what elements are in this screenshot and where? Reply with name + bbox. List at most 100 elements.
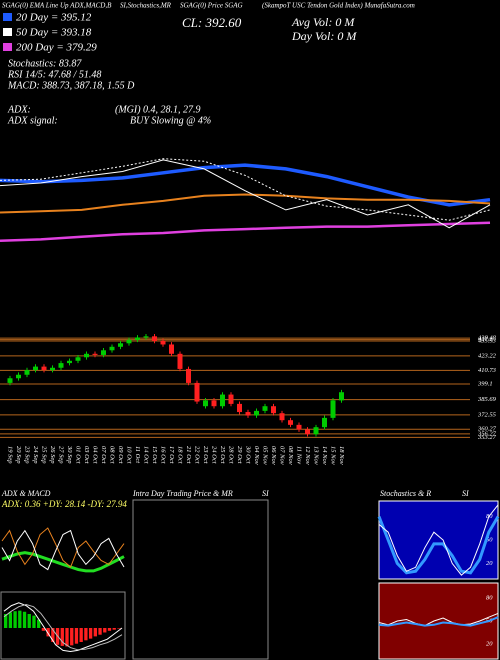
candle-body <box>24 370 30 375</box>
date-label: 21 Oct <box>185 446 192 464</box>
macd-bar <box>88 628 93 639</box>
y-tick-label: 80 <box>486 513 493 520</box>
header-text: MACD: 388.73, 387.18, 1.55 D <box>7 80 135 91</box>
macd-bar <box>37 619 41 628</box>
date-label: 23 Oct <box>202 446 209 464</box>
candle-body <box>237 403 242 413</box>
candle-body <box>262 406 268 411</box>
macd-bar <box>51 628 55 642</box>
y-tick-label: 20 <box>486 560 493 567</box>
macd-bar <box>8 612 13 628</box>
date-label: 06 Nov <box>270 446 277 465</box>
date-label: 11 Nov <box>296 446 303 464</box>
candle-body <box>211 400 217 407</box>
header-text: ADX signal: <box>7 115 58 126</box>
candle-body <box>33 366 38 371</box>
candle-body <box>152 336 157 341</box>
candle-body <box>313 427 319 435</box>
date-label: 27 Sep <box>58 446 65 464</box>
candle-body <box>160 340 166 345</box>
indicator-line <box>378 616 499 627</box>
y-tick-label: 360.27 <box>477 426 497 433</box>
candle-body <box>101 350 106 355</box>
date-label: 19 Sep <box>7 446 14 464</box>
candle-body <box>67 360 72 364</box>
header-text: RSI 14/5: 47.68 / 51.48 <box>7 69 101 80</box>
header-text: (SkampoT USC Tendon Gold Index) MunafaSu… <box>262 2 415 10</box>
date-label: 25 Oct <box>219 446 226 464</box>
candle-body <box>84 353 89 358</box>
candle-body <box>254 410 259 416</box>
candle-body <box>126 339 132 344</box>
indicator-line <box>1 551 125 573</box>
indicator-line <box>377 515 500 575</box>
candle-body <box>245 412 251 416</box>
indicator-line <box>1 529 125 571</box>
macd-bar <box>74 628 79 644</box>
y-tick-label: 50 <box>486 536 493 543</box>
candle-body <box>279 413 285 421</box>
macd-bar <box>98 628 102 635</box>
y-tick-label: 385.69 <box>477 396 497 403</box>
candle-body <box>330 400 336 418</box>
candle-body <box>271 406 276 414</box>
macd-bar <box>79 628 83 642</box>
candle-body <box>109 346 115 351</box>
indicator-line <box>378 504 499 576</box>
macd-bar <box>4 614 8 628</box>
candle-body <box>118 343 123 347</box>
indicator-line <box>0 221 491 242</box>
macd-bar <box>32 615 36 628</box>
date-label: 07 Nov <box>279 446 286 465</box>
date-label: 15 Nov <box>330 446 337 465</box>
indicator-line <box>0 158 491 221</box>
macd-bar <box>107 628 112 631</box>
macd-bar <box>22 611 27 628</box>
candle-body <box>186 368 191 383</box>
indicator-line <box>0 193 491 214</box>
panel-subtitle: SI <box>262 489 269 498</box>
date-label: 28 Oct <box>228 446 235 464</box>
date-label: 14 Nov <box>321 446 328 465</box>
candle-body <box>228 394 234 404</box>
date-label: 18 Oct <box>177 446 184 464</box>
date-label: 30 Sep <box>66 445 73 464</box>
date-label: 26 Sep <box>49 446 56 464</box>
header-text: 200 Day = 379.29 <box>16 42 97 54</box>
macd-bar <box>60 628 64 646</box>
header-text: 20 Day = 395.12 <box>16 12 92 24</box>
date-label: 04 Nov <box>253 446 260 465</box>
intraday-panel <box>132 499 269 660</box>
date-label: 11 Oct <box>134 446 141 463</box>
date-label: 13 Nov <box>313 446 320 465</box>
candle-body <box>322 417 327 428</box>
panel-title: ADX & MACD <box>1 489 51 498</box>
panel-annotation: ADX: 0.36 +DY: 28.14 -DY: 27.94 <box>1 499 127 509</box>
indicator-line <box>0 163 491 207</box>
header-text: SGAG(0) EMA Line Up ADX,MACD,B <box>2 2 112 10</box>
date-label: 04 Oct <box>92 446 99 464</box>
candle-body <box>169 344 174 354</box>
macd-bar <box>84 628 88 641</box>
macd-bar <box>46 628 50 637</box>
macd-bar <box>41 628 46 631</box>
candle-body <box>220 394 225 407</box>
macd-bar <box>112 628 116 630</box>
y-tick-label: 372.55 <box>477 411 497 418</box>
candle-body <box>203 400 208 407</box>
macd-bar <box>13 611 17 628</box>
legend-swatch <box>3 28 12 36</box>
date-label: 09 Oct <box>117 446 124 464</box>
candle-body <box>41 366 47 371</box>
y-tick-label: 437.2 <box>478 336 493 343</box>
date-label: 20 Sep <box>15 446 22 464</box>
date-label: 01 Oct <box>75 446 82 464</box>
header-text: Day Vol: 0 M <box>291 29 357 43</box>
date-label: 17 Oct <box>168 446 175 464</box>
date-label: 24 Sep <box>32 446 39 464</box>
date-label: 30 Oct <box>245 445 252 464</box>
y-tick-label: 20 <box>486 640 493 647</box>
panel-frame <box>0 591 126 660</box>
date-label: 23 Sep <box>24 446 31 464</box>
